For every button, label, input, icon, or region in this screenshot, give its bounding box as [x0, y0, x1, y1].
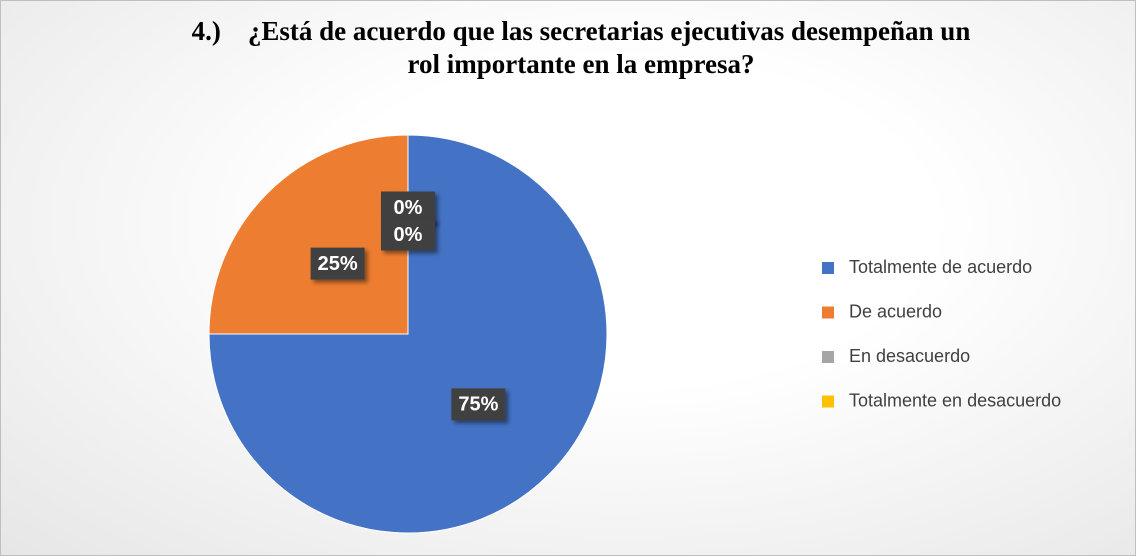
legend-label: De acuerdo: [849, 301, 942, 321]
data-label: 0%: [381, 191, 435, 224]
chart-title: 4.) ¿Está de acuerdo que las secretarias…: [191, 16, 978, 79]
legend-label: En desacuerdo: [849, 346, 970, 366]
data-label: 25%: [310, 247, 365, 280]
legend-swatch: [822, 262, 834, 274]
data-label-box: [451, 388, 506, 421]
legend-swatch: [822, 351, 834, 363]
data-label-text: 0%: [394, 224, 423, 246]
data-label-text: 25%: [318, 253, 358, 275]
data-label-box: [381, 218, 435, 251]
data-label: 0%: [381, 218, 435, 251]
data-label-box: [310, 247, 365, 280]
legend-label: Totalmente en desacuerdo: [849, 390, 1061, 410]
pie-slice: [208, 134, 608, 534]
legend-label: Totalmente de acuerdo: [849, 257, 1032, 277]
legend-swatch: [822, 306, 834, 319]
data-label-text: 75%: [458, 394, 498, 416]
data-label-text: 0%: [394, 197, 423, 219]
data-label-box: [381, 191, 435, 224]
legend-swatch: [822, 395, 834, 408]
data-label: 75%: [451, 388, 506, 421]
pie-slice: [208, 134, 409, 335]
